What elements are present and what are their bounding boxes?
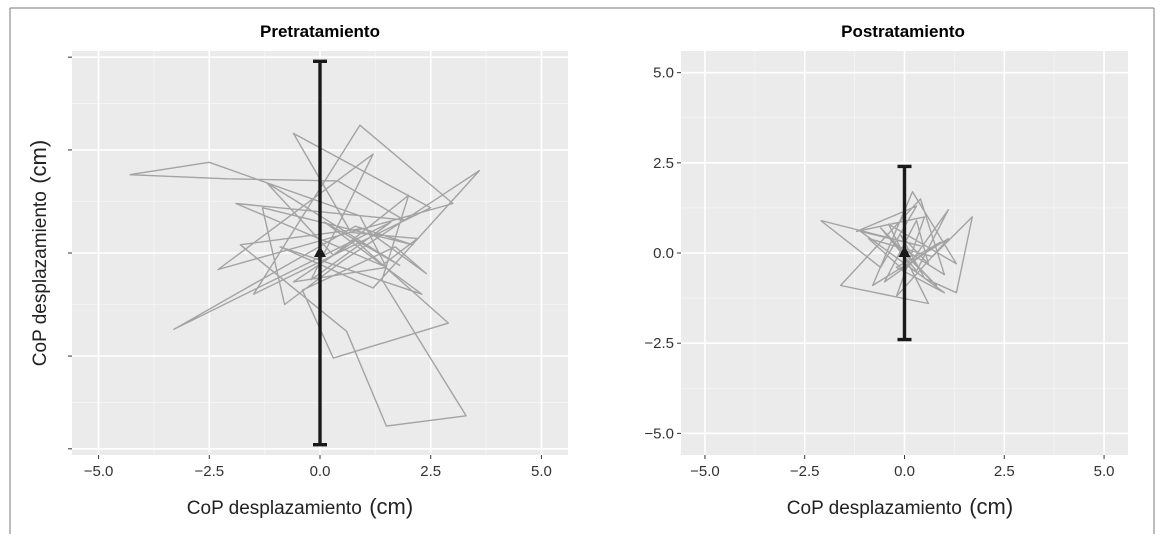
x-tick-label: −2.5 — [194, 463, 224, 480]
x-tick-label: −2.5 — [790, 463, 820, 480]
y-axis-label: CoP desplazamiento (cm) — [26, 140, 51, 366]
x-axis-label-text: CoP desplazamiento — [787, 498, 962, 519]
x-axis-unit: (cm) — [369, 494, 413, 519]
x-tick-label: 5.0 — [531, 463, 552, 480]
x-tick-label: 0.0 — [894, 463, 915, 480]
x-tick-label: 2.5 — [420, 463, 441, 480]
x-axis-unit: (cm) — [969, 494, 1013, 519]
y-axis-label-text: CoP desplazamiento — [30, 191, 51, 366]
y-axis-unit: (cm) — [26, 140, 51, 184]
y-tick-label: −2.5 — [644, 335, 674, 352]
x-tick-label: 2.5 — [994, 463, 1015, 480]
x-tick-label: 5.0 — [1094, 463, 1115, 480]
panel-title: Pretratamiento — [260, 22, 380, 41]
y-tick-label: 5.0 — [653, 65, 674, 82]
mean-point-center — [316, 249, 324, 257]
x-tick-label: −5.0 — [690, 463, 720, 480]
cop-trajectory-line — [129, 124, 481, 427]
cop-trajectory-line — [820, 190, 973, 305]
panel-pretratamiento: −5.0 −2.5 0.0 2.5 5.0 Pretratamiento CoP des… — [26, 22, 568, 519]
panel-postratamiento: −5.0 −2.5 0.0 2.5 5.0 −5.0 −2.5 0.0 2.5 5.0 Postr… — [644, 22, 1128, 519]
mean-point-center — [901, 249, 908, 257]
panel-title: Postratamiento — [841, 22, 965, 41]
x-axis-label: CoP desplazamiento (cm) — [787, 494, 1013, 519]
x-axis-label: CoP desplazamiento (cm) — [187, 494, 413, 519]
y-tick-label: −5.0 — [644, 425, 674, 442]
x-axis-label-text: CoP desplazamiento — [187, 498, 362, 519]
x-tick-label: −5.0 — [84, 463, 114, 480]
x-tick-label: 0.0 — [310, 463, 331, 480]
y-tick-label: 2.5 — [653, 155, 674, 172]
y-tick-label: 0.0 — [653, 245, 674, 262]
